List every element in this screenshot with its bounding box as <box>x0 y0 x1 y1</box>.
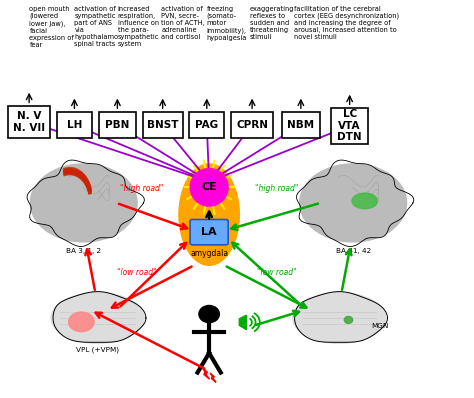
Text: BNST: BNST <box>147 120 178 130</box>
FancyBboxPatch shape <box>143 112 182 138</box>
Text: "high road": "high road" <box>120 184 164 193</box>
FancyBboxPatch shape <box>99 112 136 138</box>
Text: facilitation of the cerebral
cortex (EEG desynchronization)
and increasing the d: facilitation of the cerebral cortex (EEG… <box>294 6 399 41</box>
Text: exaggerating
reflexes to
sudden and
threatening
stimuli: exaggerating reflexes to sudden and thre… <box>250 6 294 40</box>
FancyBboxPatch shape <box>231 112 273 138</box>
Text: CPRN: CPRN <box>236 120 268 130</box>
Text: PAG: PAG <box>195 120 219 130</box>
Text: BA 41, 42: BA 41, 42 <box>336 248 371 254</box>
FancyBboxPatch shape <box>282 112 319 138</box>
Ellipse shape <box>69 312 94 332</box>
Ellipse shape <box>352 193 377 209</box>
Text: "low road": "low road" <box>118 268 157 277</box>
Text: increased
respiration,
influence on
the para-
sympathetic
system: increased respiration, influence on the … <box>118 6 159 47</box>
FancyBboxPatch shape <box>331 108 368 144</box>
Text: BA 3, 1, 2: BA 3, 1, 2 <box>66 248 101 254</box>
Text: "high road": "high road" <box>255 184 298 193</box>
Text: "low road": "low road" <box>257 268 296 277</box>
Text: CE: CE <box>201 182 217 192</box>
Text: activation of
PVN, secre-
tion of ACTH,
adrenaline
and cortisol: activation of PVN, secre- tion of ACTH, … <box>161 6 205 40</box>
Ellipse shape <box>344 316 353 324</box>
Text: LC
VTA
DTN: LC VTA DTN <box>337 109 362 142</box>
Text: LA: LA <box>201 227 217 237</box>
Text: PBN: PBN <box>105 120 129 130</box>
Text: VPL (+VPM): VPL (+VPM) <box>76 346 119 353</box>
FancyBboxPatch shape <box>57 112 92 138</box>
Ellipse shape <box>293 293 386 343</box>
Ellipse shape <box>30 164 137 242</box>
Text: N. V
N. VII: N. V N. VII <box>13 111 45 133</box>
Polygon shape <box>239 315 246 330</box>
Circle shape <box>199 306 219 323</box>
Text: activation of
sympathetic
part of ANS
via
hypothalamo
spinal tracts: activation of sympathetic part of ANS vi… <box>74 6 118 47</box>
FancyBboxPatch shape <box>8 106 50 138</box>
Ellipse shape <box>300 164 407 242</box>
Text: open mouth
(lowered
lower jaw),
facial
expression of
fear: open mouth (lowered lower jaw), facial e… <box>29 6 74 48</box>
Text: amygdala: amygdala <box>190 248 228 258</box>
FancyBboxPatch shape <box>189 112 225 138</box>
Ellipse shape <box>179 164 239 265</box>
Text: LH: LH <box>67 120 82 130</box>
Text: MGN: MGN <box>372 323 389 329</box>
FancyBboxPatch shape <box>190 219 228 245</box>
Text: freezing
(somato-
motor
immobility),
hypoalgesia: freezing (somato- motor immobility), hyp… <box>207 6 247 41</box>
Polygon shape <box>210 373 216 382</box>
Ellipse shape <box>190 169 228 206</box>
Ellipse shape <box>51 293 144 343</box>
Polygon shape <box>202 367 210 379</box>
Text: NBM: NBM <box>287 120 314 130</box>
